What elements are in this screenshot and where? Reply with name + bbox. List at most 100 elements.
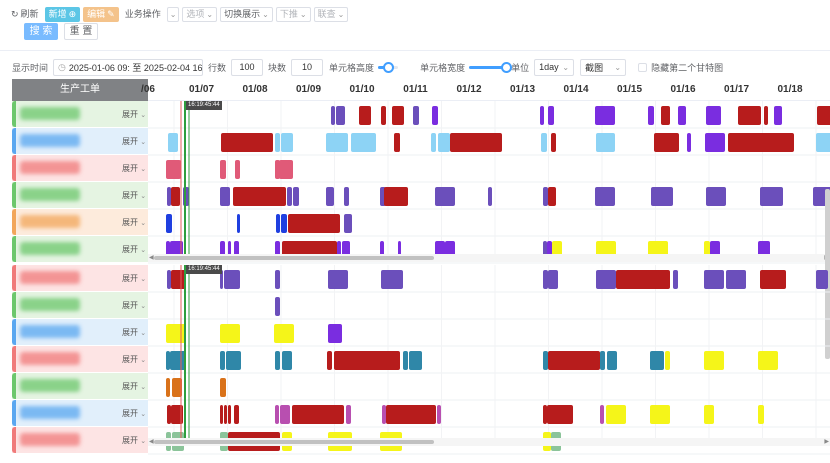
task-bar[interactable] [328,324,342,343]
task-bar[interactable] [331,106,335,125]
task-bar[interactable] [437,405,441,424]
work-order-row[interactable]: 展开 ⌄ [12,400,148,427]
work-order-row[interactable]: 展开 ⌄ [12,427,148,454]
task-bar[interactable] [548,270,558,289]
task-bar[interactable] [450,133,502,152]
task-bar[interactable] [413,106,419,125]
horizontal-scrollbar[interactable]: ◀ ▶ [148,254,830,262]
task-bar[interactable] [281,133,293,152]
task-bar[interactable] [166,160,181,179]
hide-second-gantt-checkbox[interactable] [638,62,648,72]
task-bar[interactable] [704,270,724,289]
task-bar[interactable] [543,187,548,206]
task-bar[interactable] [282,351,292,370]
task-bar[interactable] [275,297,280,316]
business-ops-caret[interactable]: ⌄ [166,6,180,22]
task-bar[interactable] [220,160,226,179]
task-bar[interactable] [172,378,182,397]
task-bar[interactable] [293,187,299,206]
scrollbar-thumb[interactable] [154,256,434,260]
task-bar[interactable] [220,324,240,343]
task-bar[interactable] [435,187,455,206]
expand-toggle[interactable]: 展开 ⌄ [122,381,146,392]
task-bar[interactable] [541,133,547,152]
cell-width-slider-handle[interactable] [501,61,513,73]
task-bar[interactable] [547,405,573,424]
task-bar[interactable] [438,133,450,152]
task-bar[interactable] [816,270,828,289]
task-bar[interactable] [432,106,438,125]
switch-display-dropdown[interactable]: 切换展示 ⌄ [220,6,273,22]
task-bar[interactable] [280,405,290,424]
task-bar[interactable] [774,106,782,125]
task-bar[interactable] [607,351,617,370]
task-bar[interactable] [275,133,280,152]
task-bar[interactable] [237,214,240,233]
task-bar[interactable] [381,270,403,289]
task-bar[interactable] [167,187,171,206]
task-bar[interactable] [540,106,544,125]
task-bar[interactable] [706,106,721,125]
work-order-row[interactable]: 展开 ⌄ [12,155,148,182]
task-bar[interactable] [817,106,830,125]
task-bar[interactable] [665,351,670,370]
task-bar[interactable] [687,133,691,152]
task-bar[interactable] [224,270,240,289]
task-bar[interactable] [595,106,615,125]
task-bar[interactable] [606,405,626,424]
task-bar[interactable] [648,106,654,125]
task-bar[interactable] [344,187,349,206]
task-bar[interactable] [706,187,726,206]
task-bar[interactable] [166,351,170,370]
mode-select[interactable]: 截图 ⌄ [580,58,627,76]
expand-toggle[interactable]: 展开 ⌄ [122,109,146,120]
work-order-row[interactable]: 展开 ⌄ [12,346,148,373]
task-bar[interactable] [220,270,223,289]
task-bar[interactable] [488,187,492,206]
task-bar[interactable] [403,351,408,370]
task-bar[interactable] [336,106,345,125]
task-bar[interactable] [431,133,436,152]
task-bar[interactable] [678,106,686,125]
date-range-picker[interactable]: ◷ 2025-01-06 09: 至 2025-02-04 16: [53,58,204,76]
scrollbar-thumb[interactable] [154,440,434,444]
task-bar[interactable] [279,160,293,179]
cell-width-slider[interactable] [469,59,513,76]
task-bar[interactable] [276,214,280,233]
task-bar[interactable] [167,405,171,424]
work-order-row[interactable]: 展开 ⌄ [12,292,148,319]
task-bar[interactable] [170,351,186,370]
cell-height-slider-handle[interactable] [383,61,395,73]
scroll-left-icon[interactable]: ◀ [149,439,154,445]
task-bar[interactable] [359,106,371,125]
work-order-row[interactable]: 展开 ⌄ [12,319,148,346]
task-bar[interactable] [221,133,273,152]
task-bar[interactable] [409,351,422,370]
task-bar[interactable] [738,106,761,125]
work-order-row[interactable]: 展开 ⌄ [12,236,148,263]
task-bar[interactable] [654,133,679,152]
task-bar[interactable] [397,133,400,152]
task-bar[interactable] [728,133,794,152]
task-bar[interactable] [292,405,344,424]
task-bar[interactable] [220,187,230,206]
link-dropdown[interactable]: 联查 ⌄ [313,6,349,22]
task-bar[interactable] [275,160,280,179]
task-bar[interactable] [705,133,725,152]
task-bar[interactable] [346,405,351,424]
task-bar[interactable] [233,187,286,206]
dispatch-dropdown[interactable]: 下推 ⌄ [275,6,311,22]
task-bar[interactable] [704,405,714,424]
work-order-row[interactable]: 展开 ⌄ [12,182,148,209]
task-bar[interactable] [816,133,830,152]
task-bar[interactable] [327,351,332,370]
task-bar[interactable] [650,351,664,370]
task-bar[interactable] [758,351,778,370]
task-bar[interactable] [275,270,280,289]
rows-input[interactable]: 100 [231,58,264,76]
task-bar[interactable] [167,270,171,289]
task-bar[interactable] [328,270,348,289]
expand-toggle[interactable]: 展开 ⌄ [122,327,146,338]
task-bar[interactable] [275,405,279,424]
task-bar[interactable] [224,405,227,424]
